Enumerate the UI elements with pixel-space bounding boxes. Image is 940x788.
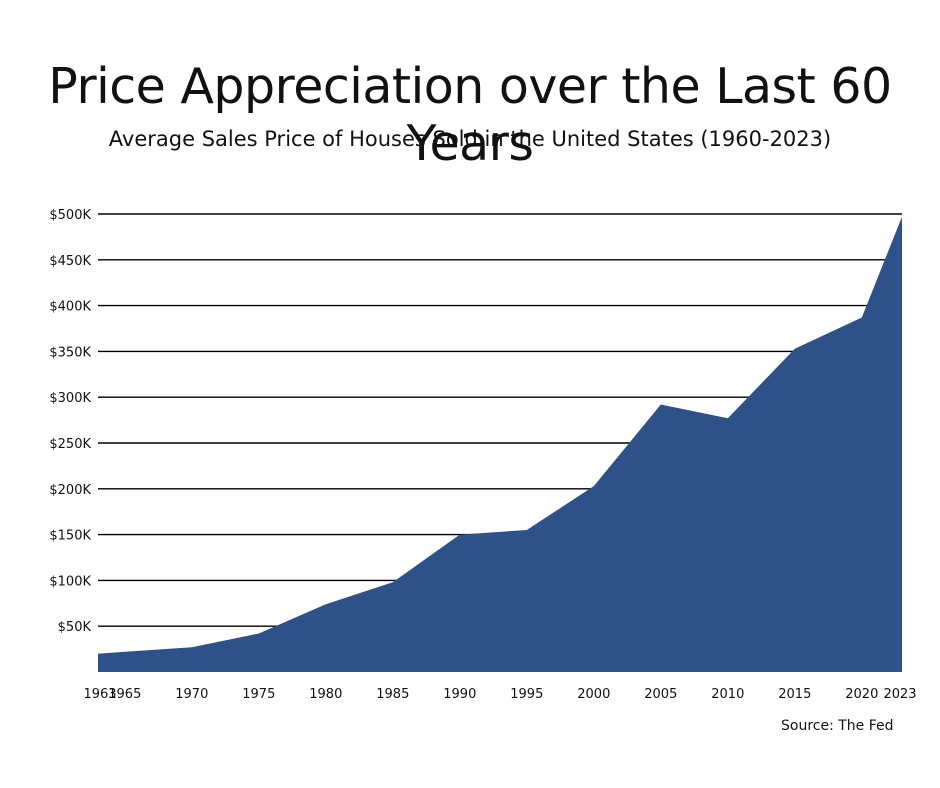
- chart-title: Price Appreciation over the Last 60 Year…: [48, 58, 892, 172]
- y-tick-label: $50K: [58, 620, 92, 635]
- x-tick-label: 2020: [845, 687, 878, 702]
- y-tick-label: $500K: [49, 208, 91, 223]
- x-tick-label: 1985: [376, 687, 409, 702]
- y-tick-label: $200K: [49, 483, 91, 498]
- x-tick-label: 1963: [83, 687, 116, 702]
- x-tick-label: 2000: [577, 687, 610, 702]
- y-tick-label: $450K: [49, 254, 91, 269]
- y-tick-label: $250K: [49, 437, 91, 452]
- price-area: [98, 216, 902, 672]
- area-series: [98, 216, 902, 672]
- x-tick-label: 1965: [108, 687, 141, 702]
- chart-subtitle: Average Sales Price of Houses Sold in th…: [108, 127, 832, 151]
- x-tick-label: 2010: [711, 687, 744, 702]
- y-tick-label: $150K: [49, 529, 91, 544]
- y-tick-label: $400K: [49, 300, 91, 315]
- source-note: Source: The Fed: [781, 718, 894, 734]
- x-tick-label: 2023: [883, 687, 916, 702]
- y-tick-label: $300K: [49, 391, 91, 406]
- y-axis-labels: $50K $100K $150K $200K $250K $300K $350K $400K $…: [49, 208, 91, 635]
- x-tick-label: 1970: [175, 687, 208, 702]
- y-tick-label: $100K: [49, 574, 91, 589]
- x-tick-label: 1990: [443, 687, 476, 702]
- x-tick-label: 2005: [644, 687, 677, 702]
- x-tick-label: 1975: [242, 687, 275, 702]
- x-tick-label: 1995: [510, 687, 543, 702]
- x-tick-label: 1980: [309, 687, 342, 702]
- y-tick-label: $350K: [49, 345, 91, 360]
- x-tick-label: 2015: [778, 687, 811, 702]
